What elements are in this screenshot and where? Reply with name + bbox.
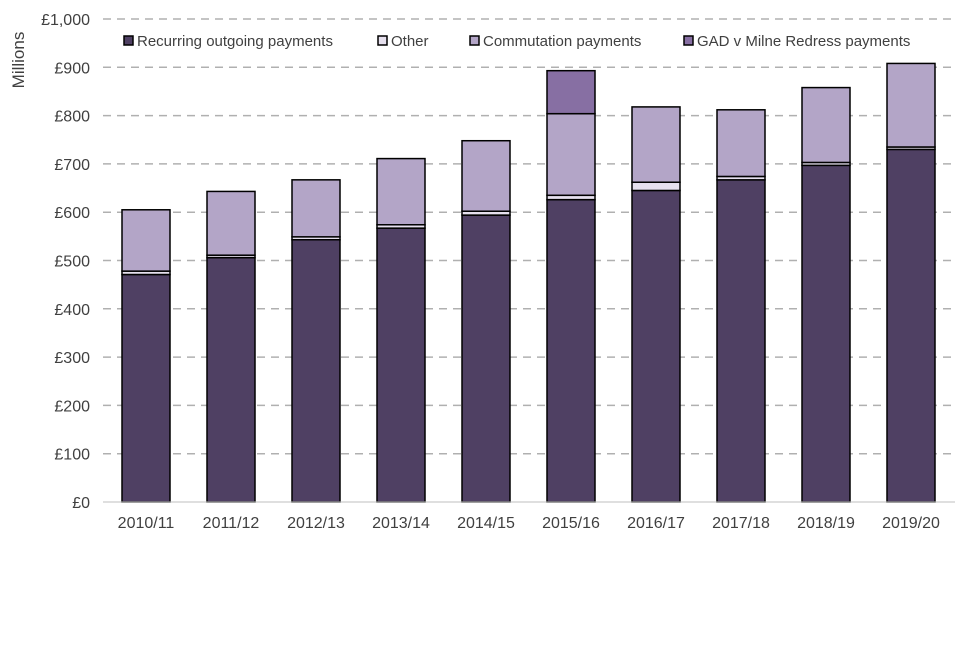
bar-segment-commutation-payments — [291, 179, 341, 238]
bar-segment-commutation-payments — [716, 109, 766, 178]
y-tick-label: £1,000 — [41, 12, 90, 29]
bar-segment-recurring-outgoing-payments — [461, 214, 511, 503]
x-axis-ticks: 2010/11 2011/12 2012/13 2013/14 2014/15 2015/… — [118, 515, 940, 532]
x-tick-label: 2017/18 — [712, 515, 770, 532]
bar-segment-recurring-outgoing-payments — [716, 179, 766, 503]
legend: Recurring outgoing payments Other Commutat… — [123, 33, 910, 50]
bar-segment-commutation-payments — [801, 86, 851, 164]
bar-segment-recurring-outgoing-payments — [546, 198, 596, 503]
bar-segment-recurring-outgoing-payments — [121, 273, 171, 503]
legend-swatch — [469, 35, 480, 46]
bar-segment-commutation-payments — [121, 209, 171, 272]
y-tick-label: £300 — [54, 350, 90, 367]
bar-segment-recurring-outgoing-payments — [291, 238, 341, 503]
y-tick-label: £400 — [54, 302, 90, 319]
bar-segment-commutation-payments — [376, 157, 426, 226]
y-axis-label: Millions — [9, 32, 28, 89]
bar-segment-commutation-payments — [886, 62, 936, 148]
y-tick-label: £800 — [54, 109, 90, 126]
y-tick-label: £0 — [72, 495, 90, 512]
bar-segment-other — [631, 181, 681, 192]
bar-segment-recurring-outgoing-payments — [376, 227, 426, 503]
bar-segment-recurring-outgoing-payments — [886, 148, 936, 503]
y-tick-label: £200 — [54, 398, 90, 415]
x-tick-label: 2012/13 — [287, 515, 345, 532]
x-tick-label: 2016/17 — [627, 515, 685, 532]
bar-segment-gad-v-milne-redress-payments — [546, 69, 596, 115]
y-tick-label: £700 — [54, 157, 90, 174]
y-tick-label: £500 — [54, 254, 90, 271]
x-tick-label: 2011/12 — [203, 515, 260, 532]
x-tick-label: 2018/19 — [797, 515, 855, 532]
bar-segment-recurring-outgoing-payments — [801, 164, 851, 503]
legend-swatch — [683, 35, 694, 46]
legend-swatch — [377, 35, 388, 46]
legend-label: GAD v Milne Redress payments — [697, 33, 910, 50]
legend-label: Other — [391, 33, 429, 50]
bar-segment-commutation-payments — [461, 139, 511, 212]
x-tick-label: 2013/14 — [372, 515, 430, 532]
legend-label: Commutation payments — [483, 33, 641, 50]
x-tick-label: 2010/11 — [118, 515, 175, 532]
bar-segment-recurring-outgoing-payments — [631, 189, 681, 503]
y-tick-label: £100 — [54, 447, 90, 464]
y-tick-label: £600 — [54, 205, 90, 222]
bar-segment-commutation-payments — [206, 190, 256, 256]
legend-label: Recurring outgoing payments — [137, 33, 333, 50]
bar-segment-commutation-payments — [546, 112, 596, 197]
bars — [121, 62, 936, 503]
x-tick-label: 2019/20 — [882, 515, 940, 532]
y-axis-ticks: £0 £100 £200 £300 £400 £500 £600 £700 £800 £900 £1… — [41, 12, 90, 512]
bar-segment-commutation-payments — [631, 106, 681, 184]
y-tick-label: £900 — [54, 60, 90, 77]
x-tick-label: 2014/15 — [457, 515, 515, 532]
legend-swatch — [123, 35, 134, 46]
bar-segment-recurring-outgoing-payments — [206, 256, 256, 503]
x-tick-label: 2015/16 — [542, 515, 600, 532]
